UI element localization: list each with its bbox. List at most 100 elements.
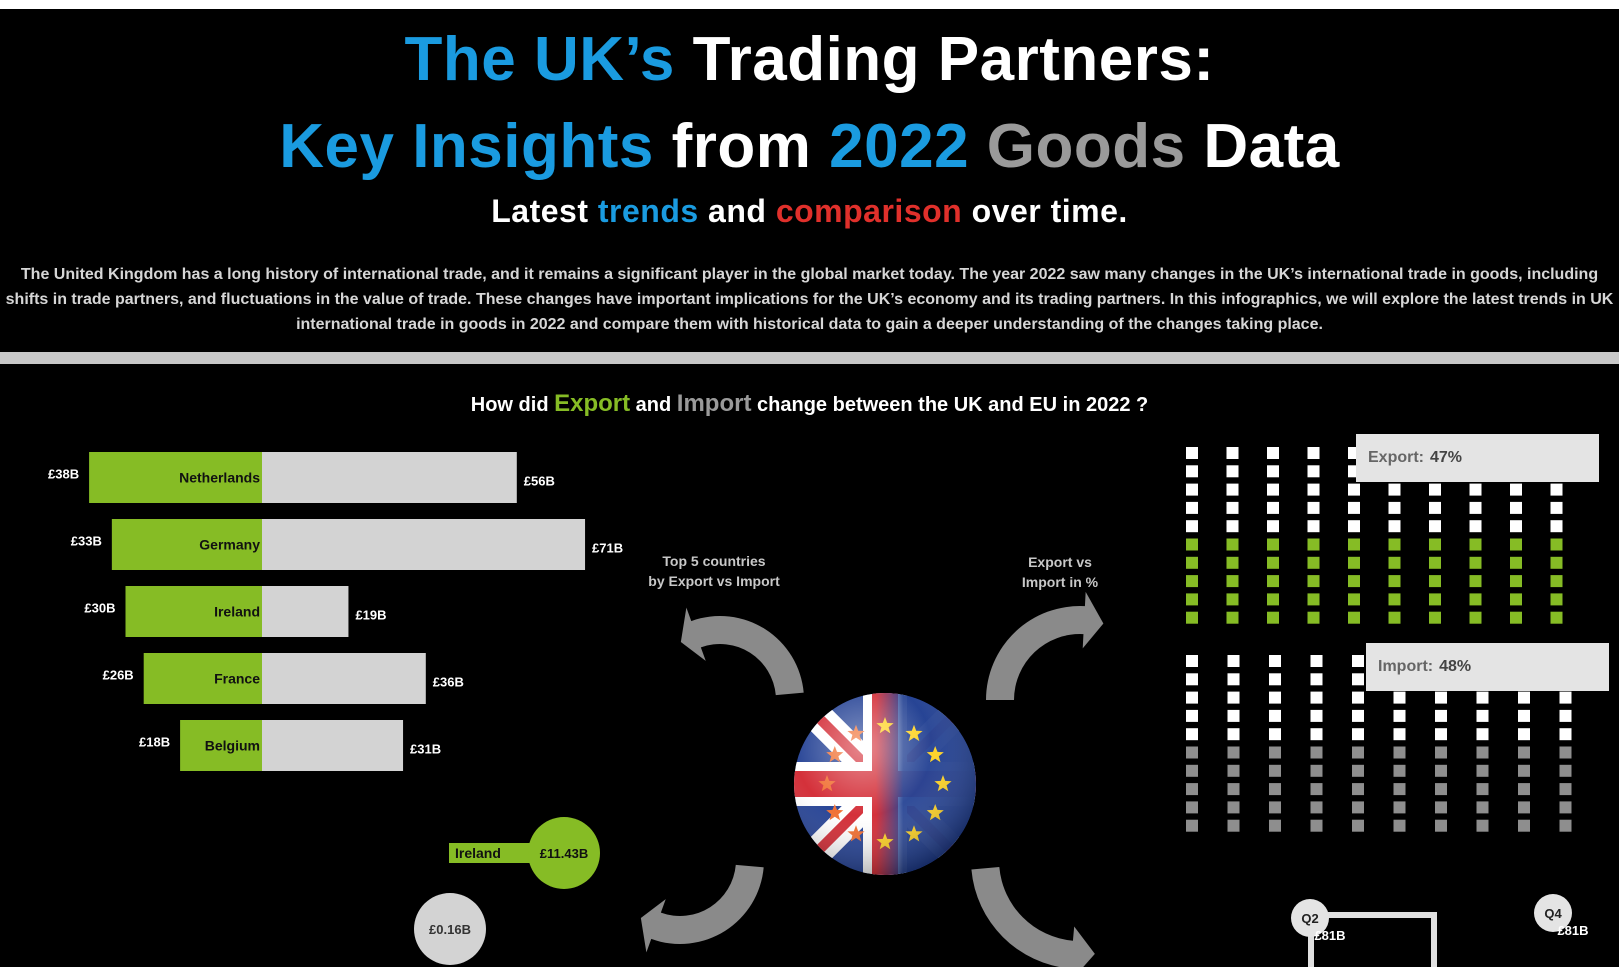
import-waffle-cell — [1352, 728, 1364, 741]
import-waffle-cell — [1435, 728, 1447, 741]
bubble-small — [414, 893, 486, 965]
title-line-1: The UK’s Trading Partners: — [0, 24, 1619, 95]
import-waffle-cell — [1227, 764, 1240, 777]
export-waffle-cell — [1307, 447, 1320, 459]
import-waffle-cell — [1269, 746, 1281, 759]
export-waffle-cell — [1226, 593, 1239, 606]
category-label: Belgium — [205, 738, 260, 754]
export-waffle-cell — [1469, 611, 1482, 624]
import-waffle-cell — [1476, 691, 1489, 704]
arrow-label-top5: Top 5 countries by Export vs Import — [629, 551, 799, 591]
import-waffle-cell — [1559, 728, 1572, 741]
uk-eu-globe-icon — [794, 693, 976, 875]
import-waffle-cell — [1227, 783, 1240, 796]
import-waffle-cell — [1393, 783, 1406, 796]
import-bar — [262, 519, 586, 570]
quarter-marker-q4 — [1534, 894, 1572, 932]
export-waffle-cell — [1388, 556, 1401, 569]
import-waffle-cell — [1559, 819, 1572, 832]
export-waffle-cell — [1429, 611, 1441, 624]
question-post: change between the UK and EU in 2022 ? — [757, 394, 1149, 416]
export-waffle-cell — [1186, 501, 1198, 514]
arrow-label-pct-line2: Import in % — [1021, 574, 1099, 590]
import-waffle-cell — [1269, 673, 1281, 686]
import-value-label: £31B — [410, 742, 441, 757]
import-waffle-cell — [1310, 746, 1323, 759]
import-waffle-cell — [1269, 728, 1281, 741]
subtitle-and: and — [708, 193, 767, 229]
export-bar — [89, 452, 262, 503]
export-waffle-cell — [1510, 483, 1522, 496]
export-waffle-cell — [1186, 593, 1198, 606]
export-waffle-cell — [1429, 520, 1441, 533]
import-bar — [262, 586, 349, 637]
export-waffle-cell — [1226, 447, 1239, 459]
import-waffle-cell — [1518, 728, 1530, 741]
import-waffle-cell — [1310, 764, 1323, 777]
import-waffle-cell — [1352, 746, 1364, 759]
import-bar — [262, 720, 404, 771]
arrow-label-pct-line1: Export vs — [1028, 554, 1092, 570]
import-waffle-cell — [1269, 709, 1281, 722]
import-waffle-cell — [1476, 746, 1489, 759]
export-bar — [125, 586, 262, 637]
import-waffle-cell — [1435, 709, 1447, 722]
category-label: Ireland — [214, 604, 260, 620]
export-waffle-cell — [1348, 501, 1360, 514]
export-waffle-cell — [1550, 520, 1563, 533]
export-bar — [143, 653, 262, 704]
export-waffle-cell — [1388, 611, 1401, 624]
export-waffle-cell — [1267, 520, 1279, 533]
question-and: and — [635, 394, 672, 416]
export-waffle-cell — [1186, 465, 1198, 478]
category-label: Germany — [199, 537, 260, 553]
title-goods: Goods — [986, 112, 1186, 181]
export-waffle-cell — [1226, 575, 1239, 588]
export-waffle-cell — [1186, 611, 1198, 624]
export-waffle-cell — [1307, 501, 1320, 514]
import-waffle-cell — [1352, 783, 1364, 796]
export-waffle-cell — [1510, 501, 1522, 514]
import-waffle-cell — [1352, 764, 1364, 777]
import-waffle-cell — [1310, 783, 1323, 796]
bubble-value-ireland: £11.43B — [540, 846, 588, 861]
import-waffle-cell — [1352, 801, 1364, 814]
bubble-ireland — [528, 817, 600, 889]
bubble-value-small: £0.16B — [429, 922, 471, 937]
import-waffle-cell — [1393, 764, 1406, 777]
import-waffle-cell — [1310, 728, 1323, 741]
export-waffle-cell — [1186, 520, 1198, 533]
import-waffle-cell — [1352, 709, 1364, 722]
import-waffle-cell — [1393, 819, 1406, 832]
import-value-label: £19B — [355, 608, 386, 623]
import-waffle-cell — [1269, 764, 1281, 777]
subtitle: Latest trends and comparison over time. — [0, 193, 1619, 230]
import-bar — [262, 653, 426, 704]
import-waffle-cell — [1435, 819, 1447, 832]
import-waffle-cell — [1476, 709, 1489, 722]
import-waffle-cell — [1227, 673, 1240, 686]
export-waffle-cell — [1388, 501, 1401, 514]
export-waffle-cell — [1267, 556, 1279, 569]
export-waffle-cell — [1510, 520, 1522, 533]
quarter-label-q4: Q4 — [1544, 906, 1562, 921]
export-waffle-cell — [1429, 483, 1441, 496]
export-waffle-cell — [1510, 575, 1522, 588]
import-waffle-cell — [1393, 709, 1406, 722]
import-waffle-cell — [1476, 819, 1489, 832]
import-waffle-cell — [1352, 655, 1364, 667]
subtitle-trends: trends — [597, 193, 699, 229]
export-waffle-cell — [1510, 556, 1522, 569]
export-waffle-cell — [1307, 575, 1320, 588]
arrow-label-top5-line1: Top 5 countries — [662, 553, 766, 569]
export-waffle-cell — [1469, 520, 1482, 533]
export-waffle-cell — [1429, 593, 1441, 606]
import-waffle-cell — [1352, 673, 1364, 686]
import-value-label: £71B — [592, 541, 623, 556]
title-from: from — [671, 112, 812, 181]
import-waffle-cell — [1476, 764, 1489, 777]
import-bar — [262, 452, 517, 503]
import-waffle-cell — [1310, 655, 1323, 667]
export-waffle-cell — [1429, 575, 1441, 588]
import-waffle-cell — [1559, 783, 1572, 796]
